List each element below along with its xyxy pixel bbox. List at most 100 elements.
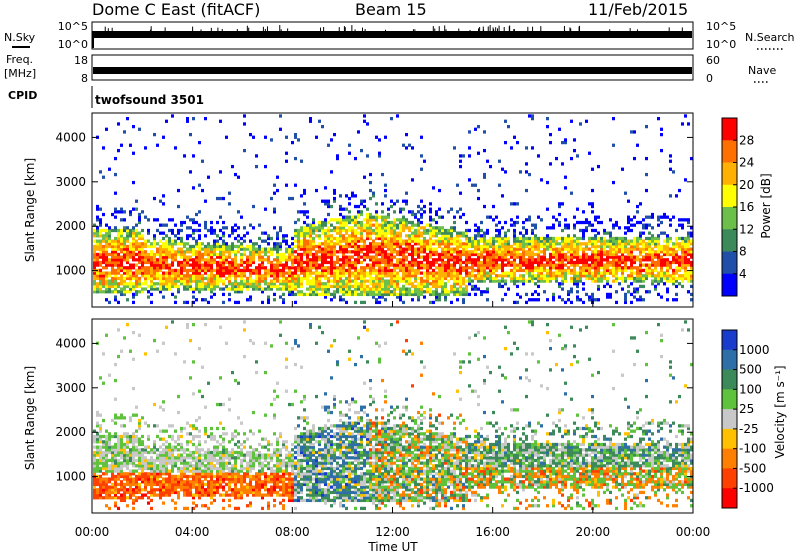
power-cell	[636, 276, 639, 281]
power-cell	[594, 263, 597, 267]
velocity-cell	[132, 464, 135, 468]
power-cell	[354, 244, 357, 249]
velocity-cell	[141, 472, 144, 476]
power-cell	[201, 247, 204, 251]
power-cell	[585, 258, 588, 262]
power-cell	[276, 236, 279, 241]
velocity-cell	[105, 485, 108, 489]
power-cell	[576, 258, 579, 262]
power-cell	[342, 258, 345, 262]
power-cell	[369, 234, 372, 238]
power-cell	[615, 279, 618, 283]
power-cell	[615, 263, 618, 267]
power-cell	[225, 284, 228, 289]
power-cell	[675, 228, 678, 233]
power-cell	[444, 255, 447, 259]
power-cell	[114, 263, 117, 267]
power-cell	[342, 292, 345, 297]
power-cell	[234, 260, 237, 265]
power-cell	[258, 287, 261, 291]
power-cell	[315, 228, 318, 233]
power-cell	[336, 242, 339, 246]
power-cell	[135, 199, 138, 203]
power-cell	[549, 247, 552, 251]
power-cell	[228, 282, 231, 286]
power-cell	[123, 250, 126, 254]
power-cell	[390, 239, 393, 243]
velocity-cell	[93, 488, 96, 492]
power-cell	[294, 239, 297, 243]
power-cell	[153, 266, 156, 270]
power-cell	[564, 271, 567, 275]
velocity-cell	[93, 456, 96, 460]
velocity-cell	[99, 445, 102, 449]
power-cell	[573, 223, 576, 227]
power-cell	[528, 247, 531, 251]
power-cell	[585, 252, 588, 257]
velocity-cell	[96, 434, 99, 439]
power-cell	[387, 212, 390, 217]
power-cell	[231, 231, 234, 235]
power-cell	[303, 226, 306, 230]
power-cell	[123, 287, 126, 291]
power-cell	[252, 204, 255, 209]
power-cell	[96, 252, 99, 257]
power-cell	[345, 290, 348, 294]
power-cell	[228, 274, 231, 278]
power-cell	[312, 247, 315, 251]
power-cell	[573, 252, 576, 257]
power-cell	[252, 284, 255, 289]
power-cell	[639, 247, 642, 251]
power-cell	[429, 282, 432, 286]
power-cell	[273, 268, 276, 273]
power-cell	[177, 236, 180, 241]
power-cell	[390, 204, 393, 209]
power-cell	[147, 231, 150, 235]
velocity-cell	[123, 442, 126, 447]
power-cell	[687, 122, 690, 126]
power-cell	[450, 290, 453, 294]
power-cell	[666, 244, 669, 249]
power-cell	[501, 258, 504, 262]
power-cell	[249, 274, 252, 278]
power-cell	[198, 276, 201, 281]
power-cell	[405, 244, 408, 249]
power-colorbar-label: Power [dB]	[759, 173, 773, 238]
power-cell	[186, 247, 189, 251]
power-cell	[639, 258, 642, 262]
power-cell	[405, 226, 408, 230]
power-cell	[108, 236, 111, 241]
velocity-cell	[135, 453, 138, 457]
power-cell	[261, 231, 264, 235]
power-cell	[576, 263, 579, 267]
power-cell	[291, 252, 294, 257]
power-cell	[411, 244, 414, 249]
velocity-cell	[96, 445, 99, 449]
power-cell	[138, 258, 141, 262]
power-cell	[678, 247, 681, 251]
power-cell	[297, 290, 300, 294]
power-cell	[126, 282, 129, 286]
velocity-cell	[111, 448, 114, 452]
power-cell	[363, 287, 366, 291]
power-cell	[468, 271, 471, 275]
power-cell	[456, 279, 459, 283]
power-cell	[642, 231, 645, 235]
power-cell	[222, 271, 225, 275]
power-cell	[261, 274, 264, 278]
power-cell	[444, 268, 447, 273]
power-cell	[402, 223, 405, 227]
power-cell	[189, 247, 192, 251]
power-cell	[282, 300, 285, 305]
power-cell	[99, 220, 102, 225]
power-cell	[486, 290, 489, 294]
power-cell	[570, 156, 573, 161]
power-cell	[93, 247, 96, 251]
power-cell	[375, 263, 378, 267]
power-cell	[354, 228, 357, 233]
power-cell	[114, 242, 117, 246]
power-cell	[165, 282, 168, 286]
power-cell	[375, 231, 378, 235]
power-cell	[564, 236, 567, 241]
power-cell	[210, 255, 213, 259]
